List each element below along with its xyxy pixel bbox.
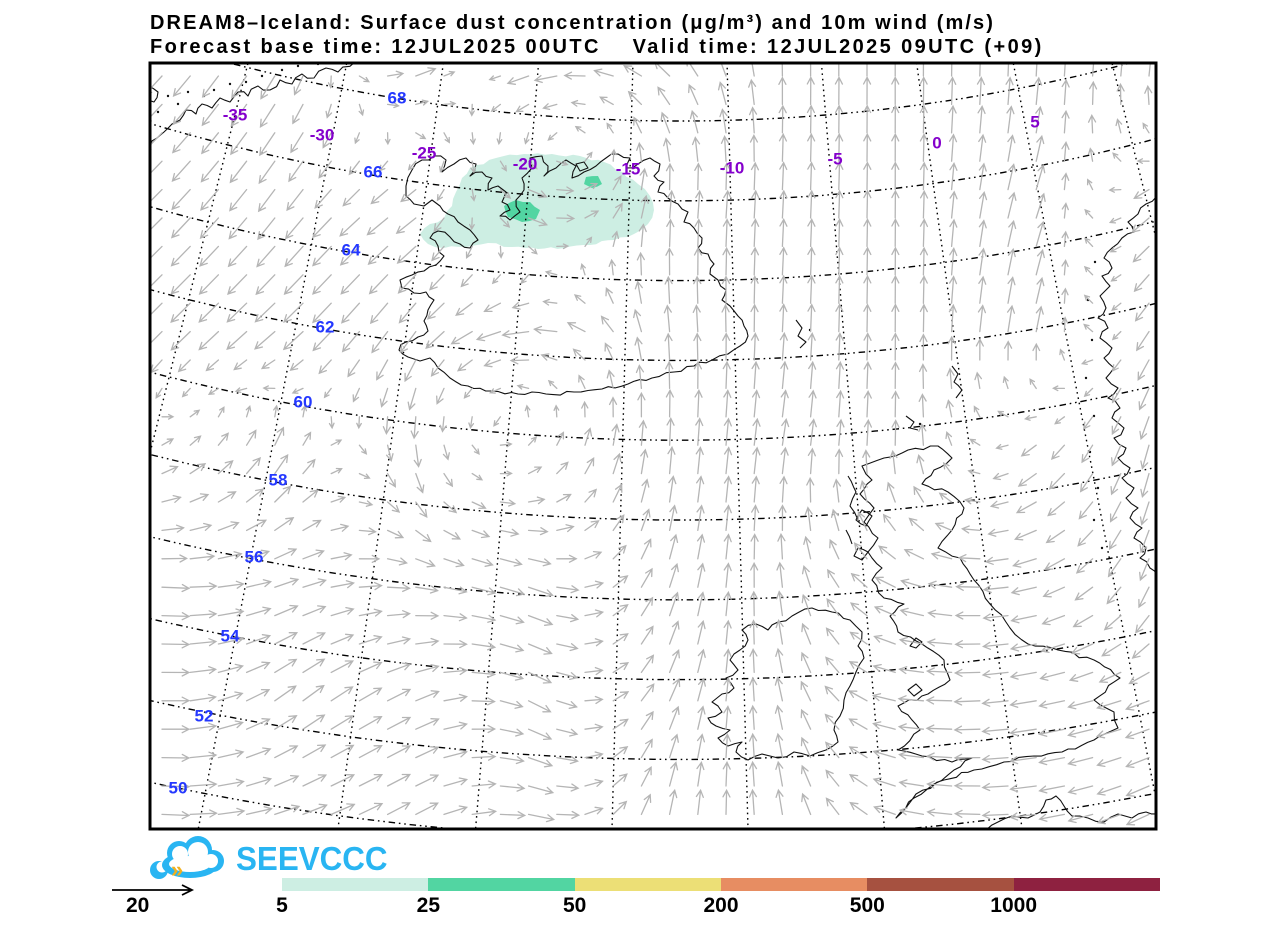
map-frame-border [148,61,1158,831]
latitude-label: 64 [342,240,361,259]
coastline-hebrides-1 [847,475,859,521]
longitude-label: -30 [310,125,335,144]
meridian-10 [1111,64,1155,237]
islet [1090,338,1094,342]
islet [1096,486,1100,490]
coastline-shetland [951,365,963,399]
colorbar-segment-3 [720,878,868,891]
latitude-label: 60 [294,392,313,411]
islet [228,82,232,86]
longitude-label: -5 [827,149,842,168]
coastline-great-britain [859,445,1121,819]
seevccc-logo: » SEEVCCC [143,834,388,884]
parallel-64 [151,206,1155,282]
colorbar-tick-label: 1000 [990,894,1038,917]
colorbar-segment-5 [1013,878,1160,891]
latitude-label: 62 [316,317,335,336]
latitude-label: 56 [245,547,264,566]
wind-arrows-layer [151,64,1153,826]
meridian--15 [611,64,634,828]
dust-colorbar [282,878,1160,891]
map-subtitle-times: Forecast base time: 12JUL2025 00UTC Vali… [150,36,1044,58]
coastline-norway [1097,197,1155,574]
islet [260,74,264,78]
longitude-label: 5 [1030,112,1039,131]
islet [1093,260,1097,264]
islet [1092,414,1096,418]
colorbar-segment-0 [282,878,429,891]
islet [156,110,160,114]
coastline-hebrides-2 [845,529,853,545]
colorbar-tick-label: 5 [276,894,288,917]
graticule-labels-layer: -35 -30 -25 -20 -15 -10 -5 0 5 68 66 64 62 60 58 56 54 52… [169,88,1040,797]
latitude-label: 50 [169,778,188,797]
islet [918,422,922,426]
longitude-label: -25 [412,143,437,162]
coastline-ireland [707,607,865,761]
svg-text:»: » [171,857,183,882]
parallel-54 [151,618,1155,681]
longitude-label: 0 [932,133,941,152]
islet [166,94,170,98]
islet [296,64,300,68]
wind-reference-value: 20 [126,894,150,917]
latitude-label: 68 [388,88,407,107]
islet [186,90,190,94]
latitude-label: 54 [221,626,240,645]
coastline-layer [151,64,1155,828]
longitude-label: -35 [223,105,248,124]
footer: » SEEVCCC 20 5 25 50 200 500 1000 [0,830,1282,925]
coastline-greenland-edge [151,86,159,103]
parallel-62 [151,289,1155,362]
colorbar-segment-1 [428,878,575,891]
dust-concentration-layer [420,153,654,249]
islet [244,80,248,84]
meridian--10 [726,64,749,828]
parallel-66 [151,123,1155,202]
coastline-orkney [905,415,919,431]
islet [212,88,216,92]
latitude-label: 52 [195,706,214,725]
coastline-greenland [151,64,354,145]
coastline-grimsey [575,161,589,172]
parallel-60 [151,371,1155,441]
colorbar-tick-label: 500 [849,894,885,917]
coastline-iceland [398,153,749,396]
logo-wordmark: SEEVCCC [236,840,388,877]
longitude-label: -15 [616,159,641,178]
islet [280,68,284,72]
islet [1100,546,1104,550]
islet [1092,518,1096,522]
colorbar-tick-label: 200 [703,894,739,917]
longitude-label: -20 [513,154,538,173]
coastline-anglesey [907,683,923,697]
islet [1084,376,1088,380]
wind-vectors [151,64,1153,826]
latitude-label: 58 [269,470,288,489]
cloud-logo-icon: » [150,836,224,882]
wind-reference-arrow [112,884,195,896]
meridian--25 [337,64,444,828]
dust-patch-25-50 [584,176,602,188]
longitude-label: -10 [720,158,745,177]
map-title: DREAM8–Iceland: Surface dust concentrati… [150,12,996,34]
coastline-isle-of-man [909,637,923,649]
latitude-label: 66 [364,162,383,181]
colorbar-segment-4 [867,878,1014,891]
colorbar-tick-label: 50 [562,894,587,917]
islet [176,102,180,106]
meridian--30 [197,64,348,828]
coastline-faroe [795,319,807,349]
dust-patch-25-50 [504,200,540,222]
colorbar-segment-2 [574,878,721,891]
meridian--5 [820,64,886,828]
colorbar-tick-label: 25 [416,894,441,917]
